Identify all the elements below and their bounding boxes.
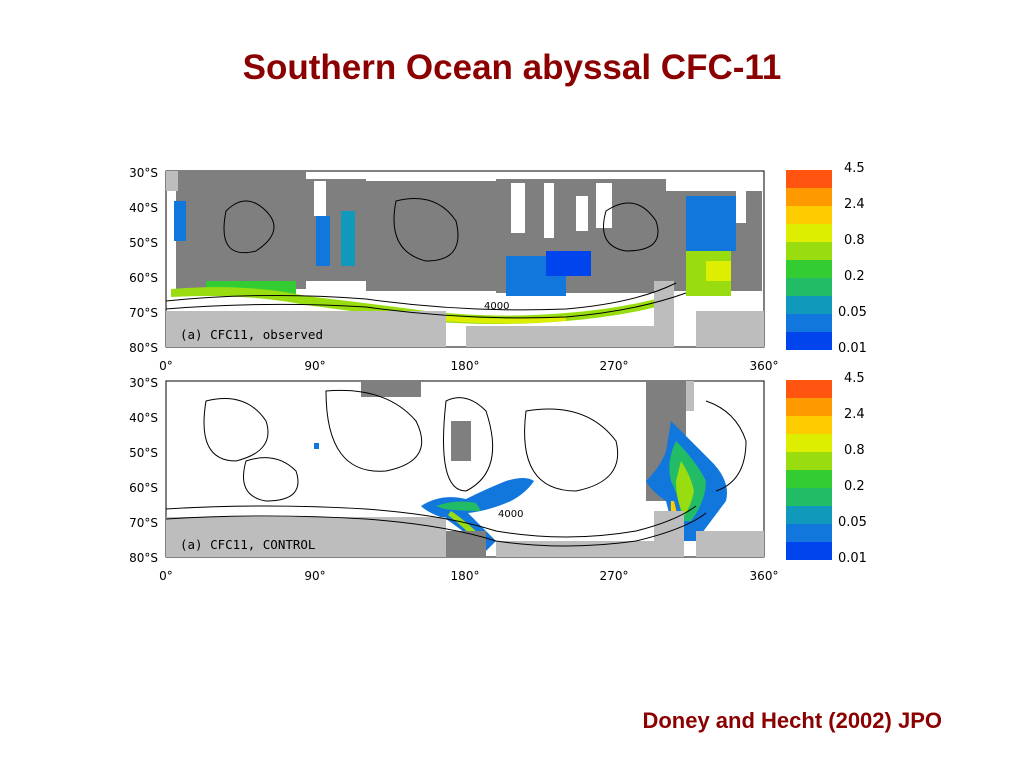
depth-contour-label: 4000 [484,301,509,312]
colorbar-observed: 4.5 2.4 0.8 0.2 0.05 0.01 [784,160,896,360]
colorbar-label: 4.5 [844,161,865,176]
colorbar-label: 2.4 [844,407,865,422]
map-panel-observed: 4000 (a) CFC11, observed 30°S 40°S 50°S … [128,163,788,391]
bathymetry-shade [686,381,694,411]
y-tick: 40°S [129,411,158,425]
colorbar-label: 0.2 [844,479,865,494]
colorbar-label: 0.2 [844,269,865,284]
colorbar-label: 2.4 [844,197,865,212]
y-tick: 30°S [129,376,158,390]
antarctica-land [466,326,666,347]
x-tick: 0° [159,359,173,373]
antarctica-land [696,531,764,557]
x-tick: 0° [159,569,173,583]
x-tick: 270° [600,359,629,373]
slide-title: Southern Ocean abyssal CFC-11 [242,48,782,87]
bathymetry-shade [451,421,471,461]
y-tick: 70°S [129,516,158,530]
y-tick: 30°S [129,166,158,180]
x-tick: 360° [750,359,779,373]
map-panel-control: 4000 (a) CFC11, CONTROL 30°S 40°S 50°S 6… [128,373,788,601]
colorbar-control: 4.5 2.4 0.8 0.2 0.05 0.01 [784,370,896,570]
x-tick: 90° [304,359,325,373]
x-tick: 360° [750,569,779,583]
colorbar-label: 0.8 [844,443,865,458]
land-patch [654,281,674,347]
panel-label: (a) CFC11, CONTROL [180,537,315,552]
y-tick: 60°S [129,481,158,495]
y-tick: 80°S [129,551,158,565]
colorbar-label: 0.01 [838,551,867,566]
colorbar-label: 0.05 [838,515,867,530]
bathymetry-shade [366,181,496,291]
x-tick: 270° [600,569,629,583]
y-tick: 60°S [129,271,158,285]
antarctica-land [696,311,764,347]
land-patch [654,511,684,557]
bathymetry-shade [176,171,306,289]
depth-contour-label: 4000 [498,509,523,520]
bathymetry-shade [361,381,421,397]
panel-label: (a) CFC11, observed [180,327,323,342]
colorbar-label: 0.8 [844,233,865,248]
y-tick: 70°S [129,306,158,320]
land-patch [166,171,178,191]
colorbar-label: 0.01 [838,341,867,356]
x-tick: 180° [451,569,480,583]
y-tick: 40°S [129,201,158,215]
y-tick: 50°S [129,446,158,460]
x-tick: 180° [451,359,480,373]
y-tick: 50°S [129,236,158,250]
land-patch [446,531,486,557]
colorbar-swatches [786,380,832,560]
citation: Doney and Hecht (2002) JPO [642,708,942,733]
colorbar-label: 4.5 [844,371,865,386]
x-tick: 90° [304,569,325,583]
colorbar-label: 0.05 [838,305,867,320]
y-tick: 80°S [129,341,158,355]
colorbar-swatches [786,170,832,350]
